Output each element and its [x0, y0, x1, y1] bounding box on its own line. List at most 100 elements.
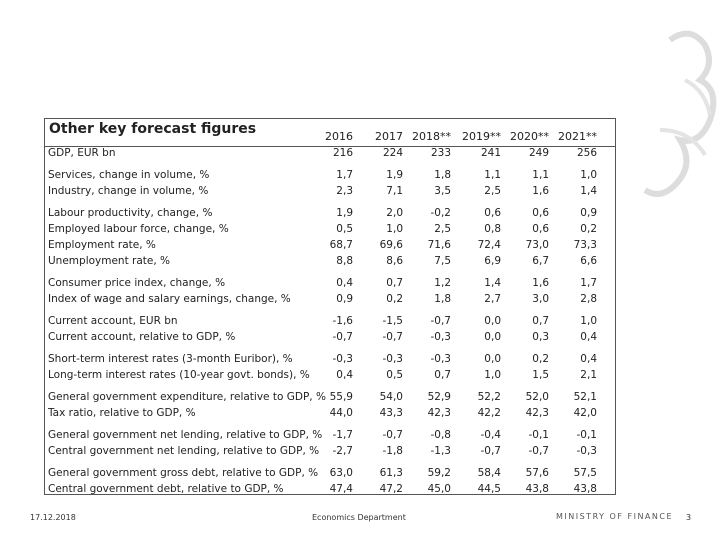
cell-value: -0,1 [528, 429, 550, 441]
cell-value: -0,3 [430, 331, 452, 343]
row-label: Index of wage and salary earnings, chang… [48, 293, 291, 305]
cell-value: 68,7 [329, 239, 353, 251]
cell-value: 8,8 [336, 255, 353, 267]
cell-value: 43,3 [379, 407, 403, 419]
cell-value: 256 [576, 147, 597, 159]
cell-value: -0,1 [576, 429, 598, 441]
cell-value: 44,5 [477, 483, 501, 495]
row-label: Central government net lending, relative… [48, 445, 320, 457]
row-label: GDP, EUR bn [48, 147, 116, 159]
cell-value: 52,1 [573, 391, 597, 403]
year-header: 2018** [412, 130, 451, 143]
table-title: Other key forecast figures [49, 121, 257, 137]
cell-value: -0,2 [430, 207, 452, 219]
cell-value: 0,7 [532, 315, 549, 327]
cell-value: -0,3 [332, 353, 354, 365]
cell-value: 2,8 [580, 293, 597, 305]
cell-value: 2,5 [484, 185, 501, 197]
row-label: Current account, relative to GDP, % [48, 331, 236, 343]
cell-value: -1,8 [382, 445, 404, 457]
cell-value: 52,9 [427, 391, 451, 403]
row-label: Services, change in volume, % [48, 169, 210, 181]
cell-value: 2,7 [484, 293, 501, 305]
cell-value: 0,7 [386, 277, 403, 289]
cell-value: 6,6 [580, 255, 597, 267]
cell-value: 6,7 [532, 255, 549, 267]
cell-value: -0,7 [480, 445, 502, 457]
cell-value: 216 [332, 147, 353, 159]
cell-value: 0,7 [434, 369, 451, 381]
year-header: 2017 [375, 130, 403, 143]
cell-value: 44,0 [329, 407, 353, 419]
cell-value: 7,1 [386, 185, 403, 197]
cell-value: 42,3 [427, 407, 451, 419]
row-label: Employment rate, % [48, 239, 156, 251]
cell-value: -0,8 [430, 429, 452, 441]
cell-value: 1,0 [484, 369, 501, 381]
cell-value: 1,0 [580, 315, 597, 327]
cell-value: 0,2 [386, 293, 403, 305]
cell-value: 54,0 [379, 391, 403, 403]
cell-value: 0,6 [532, 207, 549, 219]
cell-value: -0,7 [528, 445, 550, 457]
row-label: Employed labour force, change, % [48, 223, 229, 235]
cell-value: 0,4 [336, 277, 353, 289]
year-header: 2019** [462, 130, 501, 143]
cell-value: -0,4 [480, 429, 502, 441]
row-label: General government expenditure, relative… [48, 391, 326, 403]
year-header: 2021** [558, 130, 597, 143]
cell-value: 0,0 [484, 315, 501, 327]
cell-value: -0,7 [382, 331, 404, 343]
cell-value: 42,0 [573, 407, 597, 419]
cell-value: 249 [528, 147, 549, 159]
cell-value: 47,4 [329, 483, 353, 495]
cell-value: 58,4 [477, 467, 501, 479]
cell-value: 73,3 [573, 239, 597, 251]
cell-value: 1,7 [336, 169, 353, 181]
cell-value: 43,8 [573, 483, 597, 495]
row-label: Unemployment rate, % [48, 255, 171, 267]
cell-value: 0,4 [580, 353, 597, 365]
forecast-table: Other key forecast figures 2016 2017 2018*… [44, 118, 616, 495]
footer-department: Economics Department [312, 513, 406, 522]
cell-value: 1,0 [386, 223, 403, 235]
cell-value: 0,2 [580, 223, 597, 235]
cell-value: 57,5 [573, 467, 597, 479]
cell-value: 3,5 [434, 185, 451, 197]
cell-value: 63,0 [329, 467, 353, 479]
cell-value: 8,6 [386, 255, 403, 267]
cell-value: 61,3 [379, 467, 403, 479]
row-label: Labour productivity, change, % [48, 207, 213, 219]
cell-value: 2,3 [336, 185, 353, 197]
cell-value: 1,9 [386, 169, 403, 181]
row-label: Long-term interest rates (10-year govt. … [48, 369, 310, 381]
cell-value: 1,0 [580, 169, 597, 181]
cell-value: -0,3 [382, 353, 404, 365]
cell-value: 0,8 [484, 223, 501, 235]
cell-value: 47,2 [379, 483, 403, 495]
cell-value: 6,9 [484, 255, 501, 267]
cell-value: 0,0 [484, 331, 501, 343]
row-label: Consumer price index, change, % [48, 277, 226, 289]
cell-value: 45,0 [427, 483, 451, 495]
cell-value: 224 [382, 147, 403, 159]
cell-value: 1,7 [580, 277, 597, 289]
cell-value: 1,4 [580, 185, 597, 197]
cell-value: -1,3 [430, 445, 452, 457]
cell-value: 0,0 [484, 353, 501, 365]
cell-value: 241 [480, 147, 501, 159]
row-label: Current account, EUR bn [48, 315, 178, 327]
row-label: Tax ratio, relative to GDP, % [48, 407, 196, 419]
row-label: Central government debt, relative to GDP… [48, 483, 284, 495]
cell-value: 1,8 [434, 293, 451, 305]
cell-value: 1,5 [532, 369, 549, 381]
cell-value: 1,2 [434, 277, 451, 289]
cell-value: 7,5 [434, 255, 451, 267]
cell-value: 1,4 [484, 277, 501, 289]
cell-value: 0,9 [580, 207, 597, 219]
cell-value: -2,7 [332, 445, 354, 457]
cell-value: 2,0 [386, 207, 403, 219]
cell-value: 42,2 [477, 407, 501, 419]
cell-value: 71,6 [427, 239, 451, 251]
